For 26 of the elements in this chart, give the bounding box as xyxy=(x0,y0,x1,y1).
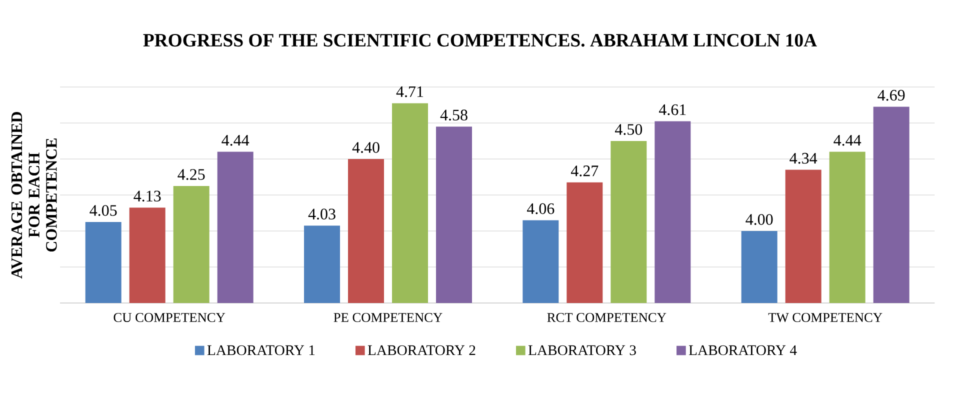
data-label: 4.50 xyxy=(614,124,642,135)
data-label: 4.69 xyxy=(878,90,905,101)
data-label: 4.58 xyxy=(440,110,468,121)
x-tick-label: PE COMPETENCY xyxy=(334,313,442,322)
legend-label: LABORATORY 2 xyxy=(368,345,476,356)
data-label: 4.25 xyxy=(178,169,205,180)
data-label: 4.44 xyxy=(834,134,862,146)
data-label: 4.40 xyxy=(352,142,380,153)
data-label: 4.05 xyxy=(90,205,117,216)
data-label: 4.03 xyxy=(308,208,336,220)
data-label: 4.13 xyxy=(134,190,161,202)
data-label: 4.00 xyxy=(746,214,773,225)
data-label: 4.06 xyxy=(526,203,554,214)
y-axis-title: AVERAGE OBTAINED FOR EACH COMPETENCE xyxy=(11,112,57,279)
data-label: 4.27 xyxy=(570,166,598,176)
legend-label: LABORATORY 4 xyxy=(688,345,797,356)
x-tick-label: CU COMPETENCY xyxy=(114,313,226,322)
chart-title: PROGRESS OF THE SCIENTIFIC COMPETENCES. ABRAHAM LINCOLN 10A xyxy=(143,34,817,47)
legend-label: LABORATORY 1 xyxy=(207,345,315,356)
data-label: 4.34 xyxy=(790,152,818,164)
x-tick-label: TW COMPETENCY xyxy=(768,313,882,322)
x-tick-label: RCT COMPETENCY xyxy=(547,313,666,322)
data-label: 4.44 xyxy=(222,134,250,146)
data-label: 4.71 xyxy=(396,86,424,98)
legend-label: LABORATORY 3 xyxy=(528,345,636,356)
data-label: 4.61 xyxy=(658,104,686,116)
